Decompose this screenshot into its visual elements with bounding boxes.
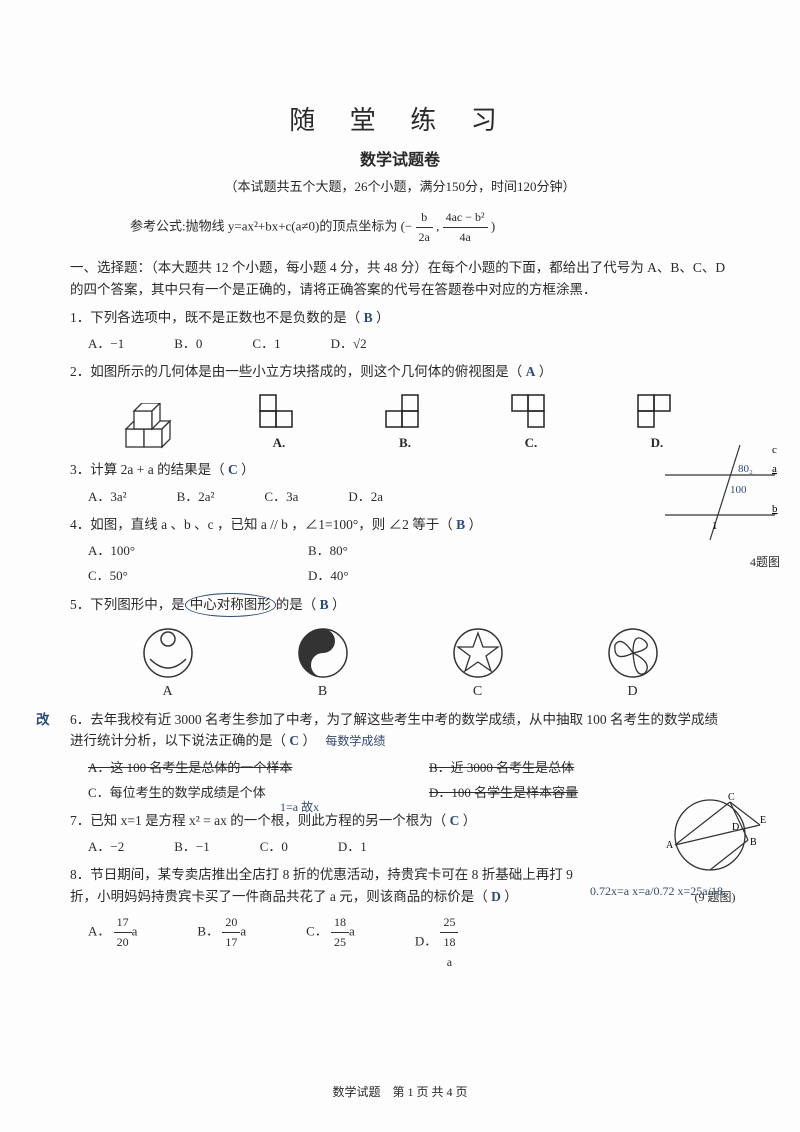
q7-opt-d: D．1 xyxy=(338,837,367,858)
q8-opt-b: B． 2017a xyxy=(197,913,246,972)
q6-scribble: 每数学成绩 xyxy=(325,734,385,748)
q1-opt-d: D．√2 xyxy=(331,334,367,355)
q4-opt-d: D．40° xyxy=(308,566,488,587)
q3-opt-c: C．3a xyxy=(264,487,298,508)
q2-opt-d-diagram: D. xyxy=(632,391,682,454)
exam-meta: （本试题共五个大题，26个小题，满分150分，时间120分钟） xyxy=(70,177,730,198)
question-1: 1．下列各选项中，既不是正数也不是负数的是（ B ） xyxy=(70,307,730,329)
q4-opt-c: C．50° xyxy=(88,566,268,587)
q6-opt-b: B．近 3000 名考生是总体 xyxy=(429,758,730,779)
exam-page: 随 堂 练 习 数学试题卷 （本试题共五个大题，26个小题，满分150分，时间1… xyxy=(0,0,800,1132)
q4-diagram: c a b 80₂ 100 1 4题图 xyxy=(660,445,780,573)
question-3: 3．计算 2a + a 的结果是（ C ） xyxy=(70,459,730,481)
q4-options: A．100° B．80° C．50° D．40° xyxy=(88,541,488,587)
page-footer: 数学试题 第 1 页 共 4 页 xyxy=(0,1083,800,1102)
question-2: 2．如图所示的几何体是由一些小立方块搭成的，则这个几何体的俯视图是（ A ） xyxy=(70,361,730,383)
q1-options: A．−1 B．0 C．1 D．√2 xyxy=(88,334,730,355)
q5-opt-c-diagram: C xyxy=(450,625,506,703)
frac-4ac-b2-4a: 4ac − b² 4a xyxy=(443,208,488,247)
reference-formula: 参考公式:抛物线 y=ax²+bx+c(a≠0)的顶点坐标为 (− b 2a ,… xyxy=(130,208,730,247)
page-subtitle: 数学试题卷 xyxy=(70,148,730,174)
q7-opt-a: A．−2 xyxy=(88,837,124,858)
q1-handwritten-answer: B xyxy=(364,310,373,325)
q1-opt-b: B．0 xyxy=(174,334,202,355)
q2-opt-a-diagram: A. xyxy=(254,391,304,454)
q7-handwritten-answer: C xyxy=(450,813,460,828)
svg-text:C: C xyxy=(728,792,735,803)
q2-opt-b-diagram: B. xyxy=(380,391,430,454)
q6-opt-a: A．这 100 名考生是总体的一个样本 xyxy=(88,758,389,779)
diag4-100: 100 xyxy=(730,484,747,496)
q5-opt-d-diagram: D xyxy=(605,625,661,703)
q3-opt-b: B．2a² xyxy=(177,487,215,508)
q4-handwritten-answer: B xyxy=(456,517,465,532)
question-5: 5．下列图形中，是中心对称图形的是（ B ） xyxy=(70,593,730,617)
question-6: 改 6．去年我校有近 3000 名考生参加了中考，为了解这些考生中考的数学成绩，… xyxy=(70,709,730,752)
diag4-c: c xyxy=(772,445,777,456)
q2-opt-c-diagram: C. xyxy=(506,391,556,454)
svg-text:B: B xyxy=(750,837,757,848)
q6-opt-c: C．每位考生的数学成绩是个体 xyxy=(88,783,389,804)
q3-options: A．3a² B．2a² C．3a D．2a xyxy=(88,487,730,508)
q3-handwritten-answer: C xyxy=(228,462,238,477)
diag4-b: b xyxy=(772,503,778,515)
q4-opt-a: A．100° xyxy=(88,541,268,562)
section-1-header: 一、选择题：（本大题共 12 个小题，每小题 4 分，共 48 分）在每个小题的… xyxy=(70,257,730,300)
question-8: 8．节日期间，某专卖店推出全店打 8 折的优惠活动，持贵宾卡可在 8 折基础上再… xyxy=(70,864,580,907)
q4-opt-b: B．80° xyxy=(308,541,488,562)
q4-diagram-label: 4题图 xyxy=(660,553,780,572)
q7-opt-c: C．0 xyxy=(260,837,288,858)
q8-opt-a: A． 1720a xyxy=(88,913,137,972)
q1-opt-c: C．1 xyxy=(252,334,280,355)
frac-b-2a: b 2a xyxy=(416,208,433,247)
svg-text:A: A xyxy=(666,840,674,851)
q7-scribble: 1=a 故x xyxy=(280,798,319,817)
diag4-a: a xyxy=(772,463,777,475)
q5-handwritten-answer: B xyxy=(320,597,329,612)
diag4-ang2: 80₂ xyxy=(738,463,753,475)
q2-diagrams: A. B. C. D. xyxy=(80,391,720,454)
q3-opt-d: D．2a xyxy=(348,487,383,508)
q8-opt-c: C． 1825a xyxy=(306,913,355,972)
q2-handwritten-answer: A xyxy=(526,364,536,379)
q5-opt-a-diagram: A xyxy=(140,625,196,703)
q5-circled-text: 中心对称图形 xyxy=(185,593,276,617)
q8-handwritten-answer: D xyxy=(491,889,501,904)
q6-options: A．这 100 名考生是总体的一个样本 B．近 3000 名考生是总体 C．每位… xyxy=(88,758,730,804)
q5-opt-b-diagram: B xyxy=(295,625,351,703)
q6-margin-note: 改 xyxy=(36,709,50,731)
q7-opt-b: B．−1 xyxy=(174,837,210,858)
q8-scribble: 0.72x=a x=a/0.72 x=25a/18 xyxy=(590,882,730,901)
formula-prefix: 参考公式:抛物线 y=ax²+bx+c(a≠0)的顶点坐标为 (− xyxy=(130,219,412,234)
q8-opt-d: D． 2518a xyxy=(415,913,459,972)
q5-diagrams: A B C D xyxy=(90,625,710,703)
svg-text:E: E xyxy=(760,815,766,826)
q7-options: A．−2 B．−1 C．0 D．1 xyxy=(88,837,730,858)
question-7: 7．已知 x=1 是方程 x² = ax 的一个根，则此方程的另一个根为（ C … xyxy=(70,810,730,832)
q3-opt-a: A．3a² xyxy=(88,487,127,508)
question-4: 4．如图，直线 a 、b 、c ，已知 a // b ，∠1=100°，则 ∠2… xyxy=(70,514,730,536)
q1-opt-a: A．−1 xyxy=(88,334,124,355)
q2-solid-icon xyxy=(118,403,178,453)
svg-text:D: D xyxy=(732,822,739,833)
q6-handwritten-answer: C xyxy=(289,733,299,748)
q8-options: A． 1720a B． 2017a C． 1825a D． 2518a xyxy=(88,913,730,972)
page-title: 随 堂 练 习 xyxy=(70,100,730,142)
